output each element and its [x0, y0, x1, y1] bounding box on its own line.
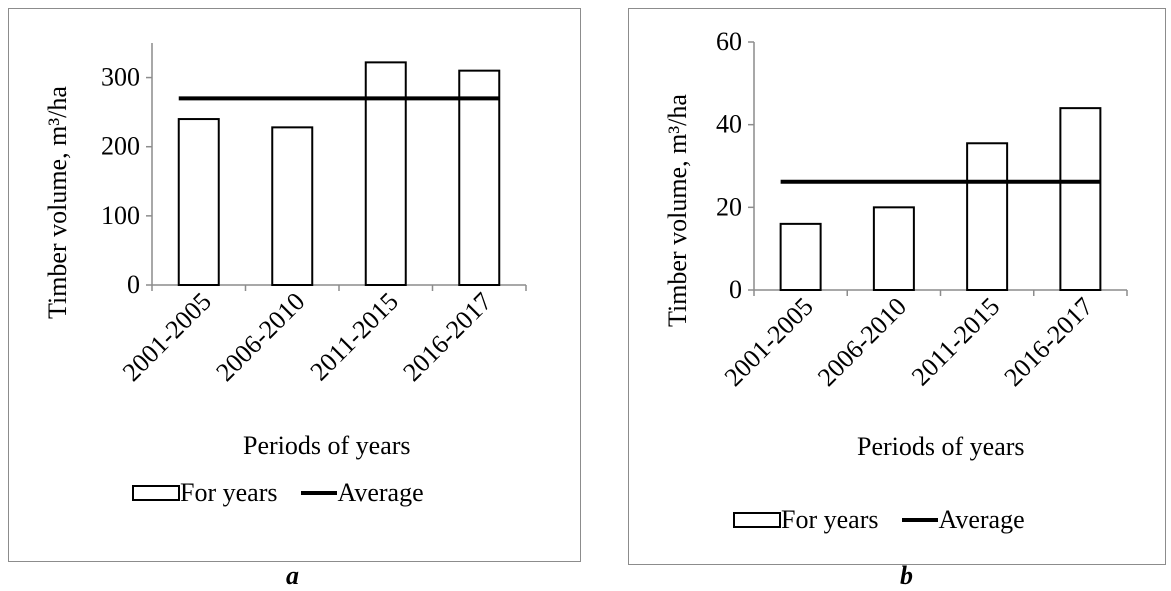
x-tick-label: 2006-2010: [210, 287, 310, 387]
bar: [177, 118, 220, 286]
bar: [872, 206, 915, 291]
bar: [779, 222, 822, 291]
legend-line-label: Average: [337, 478, 424, 507]
legend-line-swatch: [902, 518, 939, 522]
caption-a: a: [286, 561, 299, 590]
legend-bar-swatch: [733, 512, 781, 528]
legend-bar-label: For years: [781, 505, 879, 534]
chart-a-y-axis-title: Timber volume, m³/ha: [43, 86, 72, 319]
bar: [1059, 107, 1102, 291]
chart-a-legend: For years Average: [132, 478, 424, 508]
x-tick-label: 2001-2005: [719, 292, 819, 392]
y-tick-label: 40: [716, 110, 742, 139]
caption-b: b: [900, 561, 913, 590]
x-tick-label: 2016-2017: [397, 287, 497, 387]
chart-b-y-axis-title: Timber volume, m³/ha: [663, 94, 692, 327]
y-tick-label: 300: [101, 63, 140, 92]
legend-bar-swatch: [132, 485, 180, 501]
chart-a-x-axis-title: Periods of years: [243, 431, 411, 460]
chart-b-legend: For years Average: [733, 505, 1025, 535]
y-tick-label: 60: [716, 27, 742, 56]
x-tick-label: 2001-2005: [117, 287, 217, 387]
y-tick-label: 200: [101, 132, 140, 161]
legend-bar-label: For years: [180, 478, 278, 507]
chart-panel-b: 0 20 40 60 2001-2005 2006-2010 2011-2015 2016-2…: [628, 8, 1166, 565]
bar: [271, 126, 314, 287]
chart-b-x-axis-title: Periods of years: [857, 432, 1025, 461]
bar: [458, 69, 501, 286]
x-tick-label: 2011-2015: [906, 292, 1005, 391]
y-tick-label: 20: [716, 192, 742, 221]
bar: [966, 142, 1009, 291]
legend-line-swatch: [301, 491, 338, 495]
x-tick-label: 2016-2017: [998, 292, 1098, 392]
chart-panel-a: 0 100 200 300 2001-2005 2006-2010 2011-2015 201…: [8, 8, 581, 562]
y-tick-label: 100: [101, 201, 140, 230]
chart-b-plot: 0 20 40 60 2001-20052006-20102011-20152016-2…: [716, 27, 1128, 392]
legend-line-label: Average: [938, 505, 1025, 534]
x-tick-label: 2006-2010: [812, 292, 912, 392]
x-tick-label: 2011-2015: [305, 287, 404, 386]
y-tick-label: 0: [127, 270, 140, 299]
bar: [364, 61, 407, 286]
chart-a-plot: 0 100 200 300 2001-20052006-20102011-2015201…: [101, 43, 527, 387]
y-tick-label: 0: [729, 275, 742, 304]
